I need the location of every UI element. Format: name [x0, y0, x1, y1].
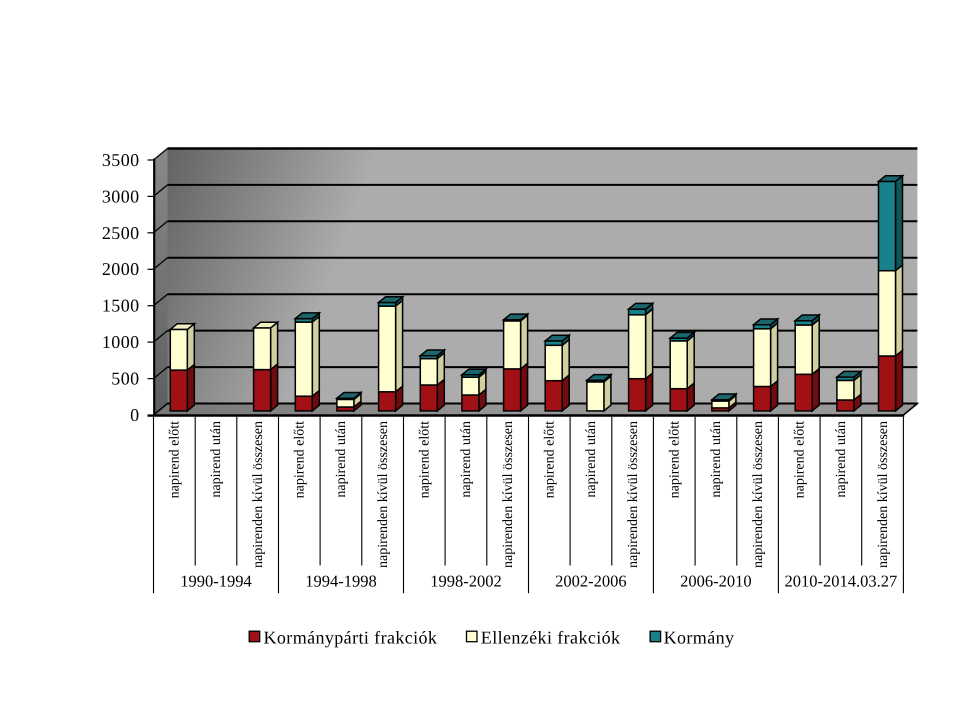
svg-text:napirend előtt: napirend előtt [668, 421, 683, 498]
svg-text:napirend után: napirend után [334, 421, 349, 498]
svg-text:Kormánypárti frakciók: Kormánypárti frakciók [264, 628, 438, 648]
svg-text:2500: 2500 [102, 223, 140, 243]
svg-text:napirend után: napirend után [209, 421, 224, 498]
svg-text:napirend előtt: napirend előtt [543, 421, 558, 498]
svg-text:0: 0 [130, 405, 139, 425]
svg-text:napirend előtt: napirend előtt [418, 421, 433, 498]
svg-text:napirend után: napirend után [584, 421, 599, 498]
svg-text:napirend előtt: napirend előtt [168, 421, 183, 498]
svg-text:napirenden kívül összesen: napirenden kívül összesen [376, 421, 391, 568]
svg-text:2010-2014.03.27: 2010-2014.03.27 [785, 572, 898, 591]
svg-text:1500: 1500 [102, 296, 140, 316]
svg-text:napirend után: napirend után [459, 421, 474, 498]
svg-text:napirenden kívül összesen: napirenden kívül összesen [501, 421, 516, 568]
svg-text:napirend után: napirend után [834, 421, 849, 498]
svg-text:1994-1998: 1994-1998 [305, 572, 377, 591]
svg-text:napirenden kívül összesen: napirenden kívül összesen [751, 421, 766, 568]
svg-text:1998-2002: 1998-2002 [430, 572, 502, 591]
svg-text:napirend után: napirend után [709, 421, 724, 498]
svg-text:napirenden kívül összesen: napirenden kívül összesen [876, 421, 891, 568]
svg-text:napirenden kívül összesen: napirenden kívül összesen [626, 421, 641, 568]
svg-text:Ellenzéki frakciók: Ellenzéki frakciók [481, 628, 621, 648]
svg-text:2002-2006: 2002-2006 [555, 572, 627, 591]
svg-text:2000: 2000 [102, 259, 140, 279]
svg-text:Kormány: Kormány [664, 628, 735, 648]
svg-text:1000: 1000 [102, 332, 140, 352]
svg-text:500: 500 [111, 369, 139, 389]
svg-text:3500: 3500 [102, 150, 140, 170]
svg-text:napirend előtt: napirend előtt [293, 421, 308, 498]
svg-text:napirend előtt: napirend előtt [792, 421, 807, 498]
svg-text:2006-2010: 2006-2010 [680, 572, 752, 591]
svg-text:3000: 3000 [102, 186, 140, 206]
svg-text:napirenden kívül összesen: napirenden kívül összesen [251, 421, 266, 568]
svg-text:1990-1994: 1990-1994 [180, 572, 252, 591]
